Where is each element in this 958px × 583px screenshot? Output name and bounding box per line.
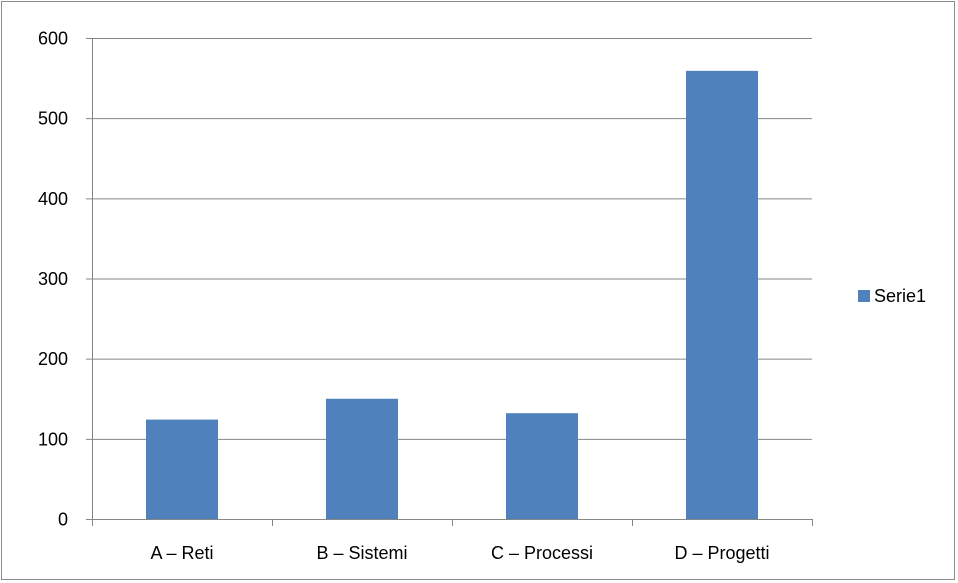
y-tick-label: 300 xyxy=(38,269,68,289)
bar-4 xyxy=(686,70,758,519)
legend-swatch-serie1 xyxy=(858,290,870,302)
x-tick-label: A – Reti xyxy=(150,543,213,563)
x-axis-tick-labels: A – Reti B – Sistemi C – Processi D – Proge… xyxy=(150,543,769,563)
x-tick-label: C – Processi xyxy=(491,543,593,563)
y-tick-label: 600 xyxy=(38,29,68,49)
legend: Serie1 xyxy=(858,286,926,306)
bar-1 xyxy=(146,419,218,519)
y-tick-label: 400 xyxy=(38,189,68,209)
y-tick-label: 100 xyxy=(38,429,68,449)
y-tick-label: 200 xyxy=(38,349,68,369)
bar-2 xyxy=(326,398,398,519)
x-tick-label: B – Sistemi xyxy=(316,543,407,563)
y-axis-tick-labels: 0 100 200 300 400 500 600 xyxy=(38,29,68,530)
y-tick-label: 0 xyxy=(58,510,68,530)
axes xyxy=(86,38,813,526)
y-tick-label: 500 xyxy=(38,109,68,129)
bars xyxy=(146,70,758,519)
x-tick-label: D – Progetti xyxy=(674,543,769,563)
bar-3 xyxy=(506,413,578,519)
legend-label-serie1: Serie1 xyxy=(874,286,926,306)
